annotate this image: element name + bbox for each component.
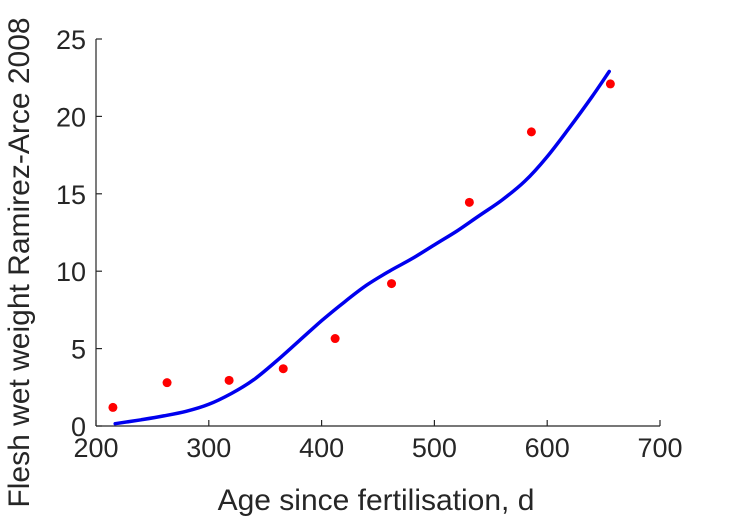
x-tick-label: 200 bbox=[73, 433, 118, 463]
data-points bbox=[108, 79, 615, 412]
x-ticks: 200 300 400 500 600 700 bbox=[73, 420, 683, 463]
y-tick-label: 5 bbox=[71, 335, 86, 365]
data-point bbox=[108, 402, 118, 412]
y-tick-label: 20 bbox=[56, 102, 86, 132]
y-axis-title: Flesh wet weight Ramirez-Arce 2008 bbox=[3, 17, 36, 507]
data-point bbox=[162, 378, 172, 388]
x-tick-label: 400 bbox=[299, 433, 344, 463]
data-point bbox=[278, 364, 288, 374]
axes bbox=[95, 39, 660, 427]
fit-curve bbox=[113, 69, 611, 426]
x-tick-label: 700 bbox=[637, 433, 682, 463]
x-axis-title: Age since fertilisation, d bbox=[218, 484, 535, 517]
data-point bbox=[605, 79, 615, 89]
data-point bbox=[330, 334, 340, 344]
x-tick-label: 300 bbox=[186, 433, 231, 463]
y-tick-label: 10 bbox=[56, 257, 86, 287]
x-tick-label: 600 bbox=[525, 433, 570, 463]
data-point bbox=[224, 375, 234, 385]
data-point bbox=[526, 127, 536, 137]
y-tick-label: 25 bbox=[56, 25, 86, 55]
data-point bbox=[387, 279, 397, 289]
x-tick-label: 500 bbox=[412, 433, 457, 463]
y-tick-label: 15 bbox=[56, 180, 86, 210]
y-ticks: 0 5 10 15 20 25 bbox=[56, 25, 102, 442]
y-tick-label: 0 bbox=[71, 412, 86, 442]
data-point bbox=[464, 197, 474, 207]
